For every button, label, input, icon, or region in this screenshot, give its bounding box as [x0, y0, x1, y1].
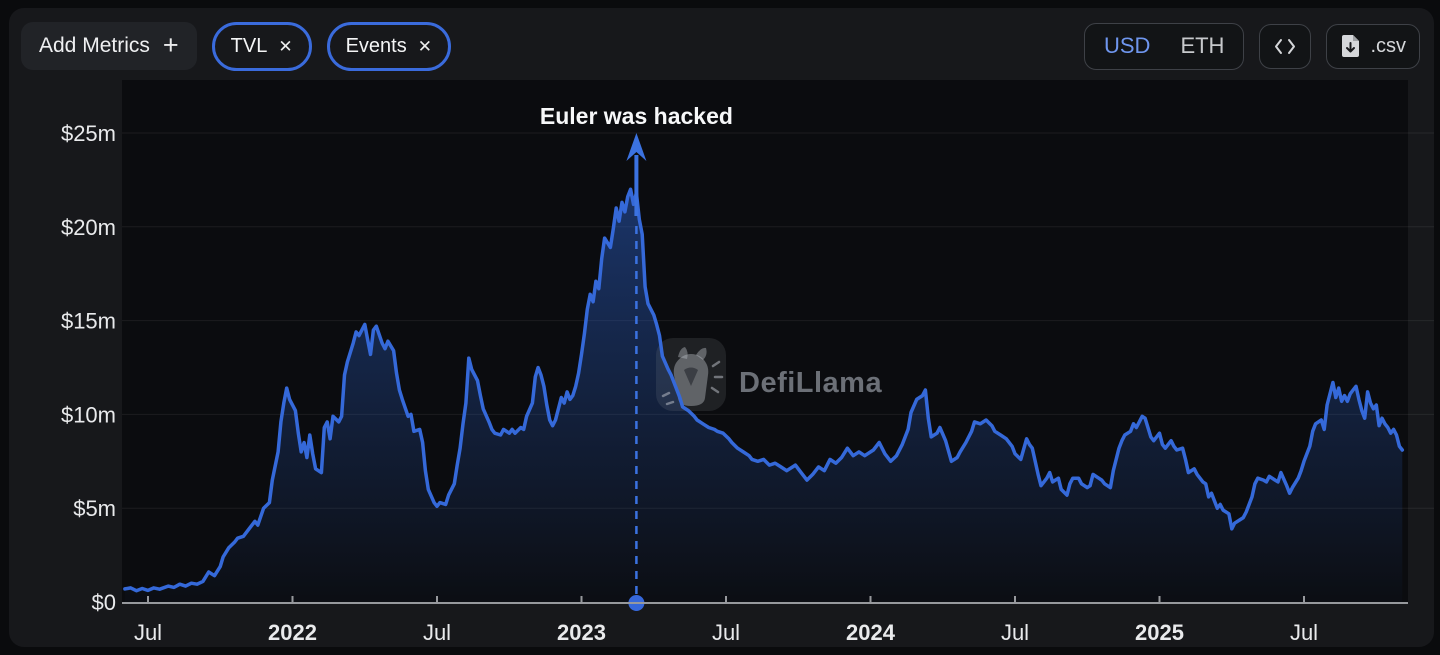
y-axis-label: $25m: [61, 121, 116, 146]
currency-toggle: USD ETH: [1083, 22, 1245, 70]
download-file-icon: [1342, 35, 1360, 57]
x-axis-label: Jul: [423, 620, 451, 645]
x-axis-label: Jul: [1290, 620, 1318, 645]
watermark-text: DefiLlama: [739, 367, 882, 399]
x-axis-label: Jul: [134, 620, 162, 645]
csv-label: .csv: [1370, 34, 1406, 57]
event-arrow-head-icon: [626, 133, 647, 161]
llama-face-icon: [684, 367, 698, 386]
y-axis-label: $5m: [73, 496, 116, 521]
code-brackets-icon: [1275, 38, 1296, 54]
tvl-line: [123, 187, 1405, 593]
plus-icon: +: [162, 29, 179, 60]
currency-usd-button[interactable]: USD: [1089, 33, 1165, 59]
download-csv-button[interactable]: .csv: [1326, 23, 1420, 69]
y-axis-label: $0: [92, 590, 116, 615]
x-axis-label: 2025: [1135, 620, 1184, 645]
llama-ear-icon: [696, 347, 707, 360]
add-metrics-label: Add Metrics: [39, 34, 150, 57]
event-annotation: Euler was hacked: [540, 103, 733, 129]
close-icon[interactable]: ✕: [417, 36, 432, 56]
add-metrics-button[interactable]: Add Metrics +: [21, 22, 197, 70]
y-axis-label: $20m: [61, 215, 116, 240]
currency-eth-button[interactable]: ETH: [1165, 33, 1239, 59]
metric-pill-label: Events: [345, 34, 407, 57]
sparkle-icon: [661, 360, 724, 406]
defillama-watermark: DefiLlama: [656, 338, 882, 411]
x-axis-label: 2022: [268, 620, 317, 645]
toolbar: Add Metrics + TVL ✕ Events ✕ USD ETH: [21, 21, 1420, 71]
close-icon[interactable]: ✕: [278, 36, 293, 56]
y-axis-label: $15m: [61, 309, 116, 334]
chart-panel: $0 $5m $10m $15m $20m $25m DefiLlama Euler wa…: [9, 8, 1434, 647]
metric-pill-events[interactable]: Events ✕: [326, 21, 451, 71]
x-axis-label: 2023: [557, 620, 606, 645]
x-axis-label: Jul: [1001, 620, 1029, 645]
x-axis-label: Jul: [712, 620, 740, 645]
x-axis-label: 2024: [846, 620, 896, 645]
metric-pill-tvl[interactable]: TVL ✕: [211, 21, 312, 71]
tvl-area-fill: [124, 189, 1403, 604]
y-axis-label: $10m: [61, 402, 116, 427]
metric-pill-label: TVL: [230, 34, 268, 57]
embed-code-button[interactable]: [1259, 23, 1312, 69]
llama-ear-icon: [678, 347, 688, 359]
